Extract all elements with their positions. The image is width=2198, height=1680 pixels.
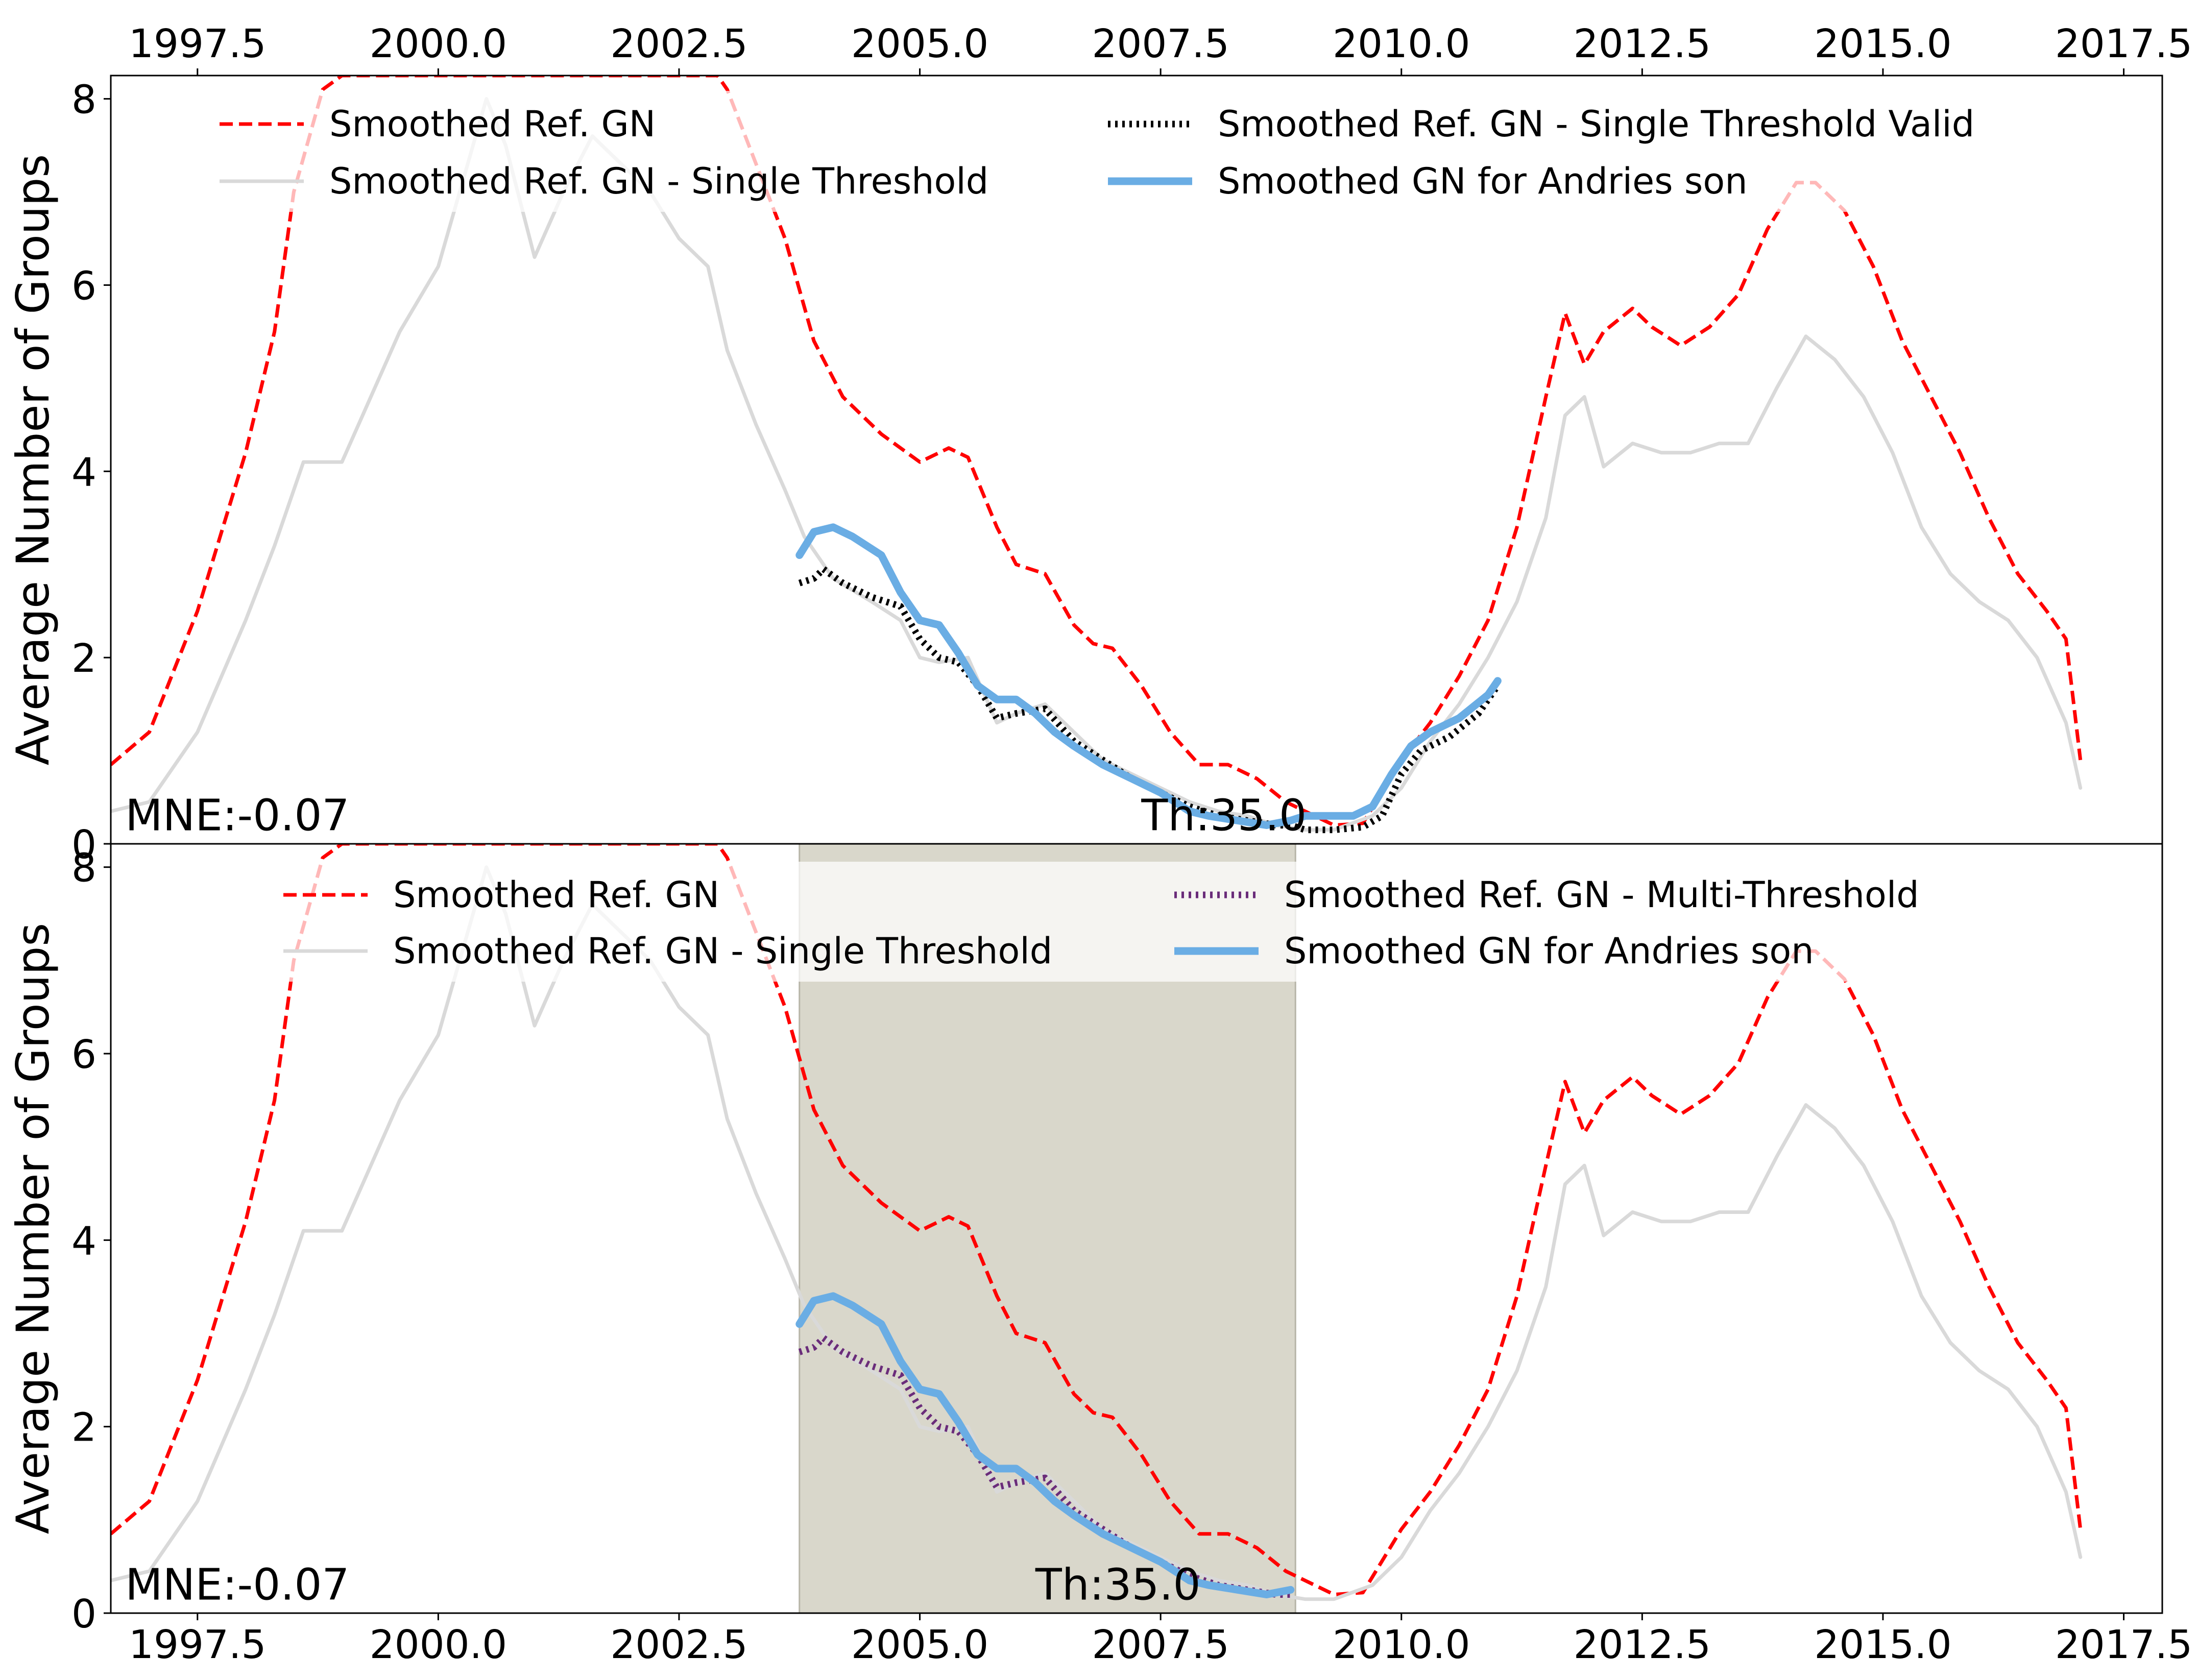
legend-label: Smoothed Ref. GN - Single Threshold [329,160,988,202]
top-panel: Smoothed Ref. GN Smoothed Ref. GN - Singl… [7,21,2192,868]
y-axis-label: Average Number of Groups [7,154,59,765]
legend-label: Smoothed Ref. GN - Single Threshold [393,930,1052,972]
legend-label: Smoothed Ref. GN [393,874,719,916]
axes-frame [110,843,2163,1614]
x-tick-label: 2005.0 [851,1622,988,1668]
x-tick-label: 2017.5 [2055,21,2192,67]
y-tick-label: 8 [71,846,96,891]
threshold-annotation: Th:35.0 [1141,791,1307,841]
threshold-annotation: Th:35.0 [1035,1560,1201,1610]
y-axis-label: Average Number of Groups [7,923,59,1534]
y-tick-label: 0 [71,1592,96,1637]
x-tick-label: 2010.0 [1333,21,1470,67]
x-tick-label: 2007.5 [1092,1622,1229,1668]
y-tick-label: 4 [71,1219,96,1264]
y-tick-label: 8 [71,78,96,123]
x-tick-label: 2015.0 [1814,21,1951,67]
legend-label: Smoothed GN for Andries son [1284,930,1814,972]
y-tick-label: 2 [71,1405,96,1451]
series-line-4 [795,1292,1295,1598]
x-tick-label: 2000.0 [370,1622,507,1668]
legend-label: Smoothed GN for Andries son [1218,160,1748,202]
x-tick-label: 1997.5 [129,1622,266,1668]
series-line-3 [798,566,1501,834]
x-tick-label: 2005.0 [851,21,988,67]
bottom-panel: Smoothed Ref. GN Smoothed Ref. GN - Singl… [7,843,2192,1668]
y-tick-label: 4 [71,450,96,495]
x-tick-label: 1997.5 [129,21,266,67]
x-tick-label: 2002.5 [610,1622,747,1668]
legend-label: Smoothed Ref. GN - Single Threshold Vali… [1218,103,1974,145]
series-line-4 [795,523,1502,829]
x-tick-label: 2010.0 [1333,1622,1470,1668]
x-tick-label: 2012.5 [1574,21,1711,67]
mne-annotation: MNE:-0.07 [125,1560,349,1610]
x-tick-label: 2002.5 [610,21,747,67]
legend-frame [268,862,2042,982]
y-tick-label: 2 [71,636,96,681]
y-tick-label: 0 [71,822,96,868]
x-tick-label: 2012.5 [1574,1622,1711,1668]
legend-label: Smoothed Ref. GN - Multi-Threshold [1284,874,1919,916]
y-tick-label: 6 [71,1032,96,1078]
x-tick-label: 2015.0 [1814,1622,1951,1668]
legend-label: Smoothed Ref. GN [329,103,656,145]
legend-frame [204,91,1976,212]
x-tick-label: 2000.0 [370,21,507,67]
x-tick-label: 2007.5 [1092,21,1229,67]
mne-annotation: MNE:-0.07 [125,791,349,841]
x-tick-label: 2017.5 [2055,1622,2192,1668]
y-tick-label: 6 [71,263,96,309]
